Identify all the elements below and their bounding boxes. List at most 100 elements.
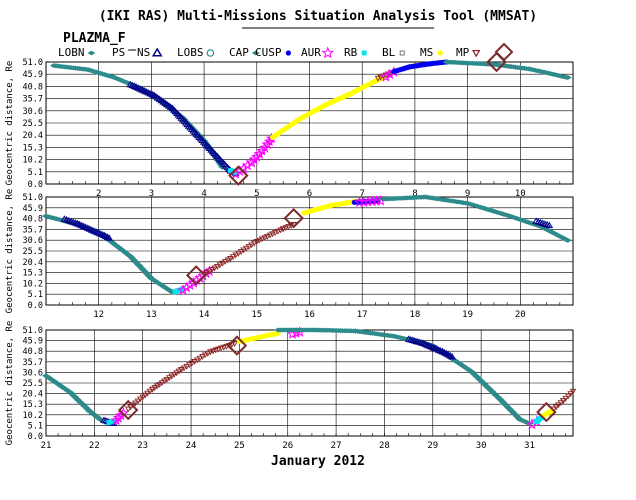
y-tick-label: 5.1 bbox=[28, 168, 43, 178]
plot-frame bbox=[45, 196, 574, 306]
data-point-mp bbox=[269, 231, 276, 238]
data-point-mp bbox=[211, 265, 218, 272]
data-point-mp bbox=[240, 247, 247, 254]
y-tick-label: 40.8 bbox=[23, 82, 43, 92]
data-point-aur bbox=[380, 70, 392, 82]
data-point-mp bbox=[227, 255, 234, 262]
y-tick-label: 45.9 bbox=[23, 204, 43, 214]
y-tick-label: 25.5 bbox=[23, 247, 43, 257]
data-point-mp bbox=[224, 257, 232, 264]
data-point-ns bbox=[105, 234, 114, 241]
data-point-mp bbox=[258, 236, 266, 243]
y-tick-label: 20.4 bbox=[23, 390, 43, 400]
y-tick-label: 15.3 bbox=[23, 400, 43, 410]
panel-2: 0.05.110.215.320.425.530.635.740.845.951… bbox=[5, 189, 574, 320]
data-point-mp bbox=[163, 376, 171, 383]
data-point-ns bbox=[100, 231, 108, 238]
data-point-aur bbox=[184, 279, 196, 291]
y-tick-label: 40.8 bbox=[23, 215, 43, 225]
data-point-mp bbox=[243, 245, 250, 252]
data-point-mp bbox=[188, 360, 196, 367]
data-point-aur bbox=[263, 135, 276, 147]
data-point-mp bbox=[132, 400, 139, 407]
data-point-mp bbox=[235, 250, 242, 257]
x-tick-label: 28 bbox=[379, 441, 390, 451]
data-point-mp bbox=[264, 233, 271, 240]
boundary-marker bbox=[226, 335, 248, 356]
data-point-aur bbox=[248, 153, 260, 165]
boundary-marker bbox=[228, 165, 249, 186]
data-point-mp bbox=[217, 345, 225, 352]
legend-item: CUSP bbox=[255, 46, 291, 59]
y-tick-label: 0.0 bbox=[28, 432, 43, 442]
data-point-aur bbox=[261, 138, 274, 150]
y-tick-label: 30.6 bbox=[23, 236, 43, 246]
data-point-mp bbox=[274, 228, 282, 235]
y-axis-label: Geocentric distance, Re bbox=[5, 321, 15, 446]
data-point-mp bbox=[285, 224, 292, 231]
data-point-rb bbox=[233, 170, 239, 175]
data-point-mp bbox=[186, 362, 193, 369]
data-point-mp bbox=[146, 388, 154, 395]
data-point-ns bbox=[415, 338, 423, 345]
x-tick-label: 9 bbox=[465, 189, 470, 199]
y-tick-label: 30.6 bbox=[23, 107, 43, 117]
x-tick-label: 26 bbox=[282, 441, 293, 451]
data-point-mp bbox=[231, 341, 238, 347]
chart-title: (IKI RAS) Multi-Missions Situation Analy… bbox=[99, 9, 537, 24]
data-point-mp bbox=[557, 400, 565, 407]
legend-symbol-lobs bbox=[206, 49, 215, 57]
x-tick-label: 15 bbox=[251, 310, 262, 320]
data-point-mp bbox=[219, 260, 226, 267]
legend-item: BL bbox=[382, 46, 405, 59]
panel-1: 0.05.110.215.320.425.530.635.740.845.951… bbox=[5, 51, 574, 199]
legend-label: LOBN bbox=[58, 46, 85, 59]
y-tick-label: 40.8 bbox=[23, 347, 43, 357]
data-point-mp bbox=[183, 363, 190, 370]
data-point-mp bbox=[567, 391, 574, 398]
data-point-mp bbox=[282, 225, 290, 232]
y-axis-label: Geocentric distance, Re bbox=[5, 189, 15, 314]
x-tick-label: 21 bbox=[41, 441, 52, 451]
y-tick-label: 51.0 bbox=[23, 58, 43, 68]
data-point-mp bbox=[256, 237, 263, 244]
data-point-mp bbox=[261, 235, 268, 242]
data-point-ps bbox=[563, 75, 572, 80]
plot-frame bbox=[45, 61, 574, 185]
data-point-mp bbox=[141, 392, 149, 399]
x-tick-label: 22 bbox=[89, 441, 100, 451]
data-point-ns bbox=[103, 233, 112, 240]
data-point-aur bbox=[245, 156, 258, 168]
data-point-mp bbox=[564, 393, 572, 400]
y-tick-label: 45.9 bbox=[23, 337, 43, 347]
legend: LOBN PS NS LOBS CAP CUSP AUR RB BL MS MP bbox=[58, 42, 514, 62]
legend-label: NS bbox=[137, 46, 150, 59]
data-point-mp bbox=[220, 344, 228, 351]
x-tick-label: 24 bbox=[186, 441, 197, 451]
data-point-mp bbox=[237, 249, 245, 256]
legend-symbol-ns bbox=[151, 47, 163, 57]
data-point-ps bbox=[563, 237, 572, 243]
data-point-mp bbox=[196, 355, 204, 362]
data-point-mp bbox=[271, 230, 279, 237]
data-point-mp bbox=[139, 394, 146, 401]
data-point-mp bbox=[208, 267, 216, 273]
legend-label: MS bbox=[420, 46, 433, 59]
data-point-mp bbox=[248, 242, 255, 249]
y-tick-label: 5.1 bbox=[28, 290, 43, 300]
data-point-mp bbox=[178, 367, 185, 373]
data-point-mp bbox=[124, 406, 132, 413]
legend-symbol-cap bbox=[251, 50, 260, 56]
y-tick-label: 10.2 bbox=[23, 411, 43, 421]
x-tick-label: 29 bbox=[427, 441, 438, 451]
x-tick-label: 31 bbox=[524, 441, 535, 451]
data-point-mp bbox=[175, 368, 183, 375]
legend-symbol-lobn bbox=[87, 50, 96, 56]
data-point-mp bbox=[206, 268, 213, 275]
legend-item bbox=[494, 42, 514, 62]
y-tick-label: 25.5 bbox=[23, 119, 43, 129]
boundary-marker bbox=[536, 401, 557, 423]
x-tick-label: 23 bbox=[137, 441, 148, 451]
x-axis-title: January 2012 bbox=[271, 454, 365, 469]
